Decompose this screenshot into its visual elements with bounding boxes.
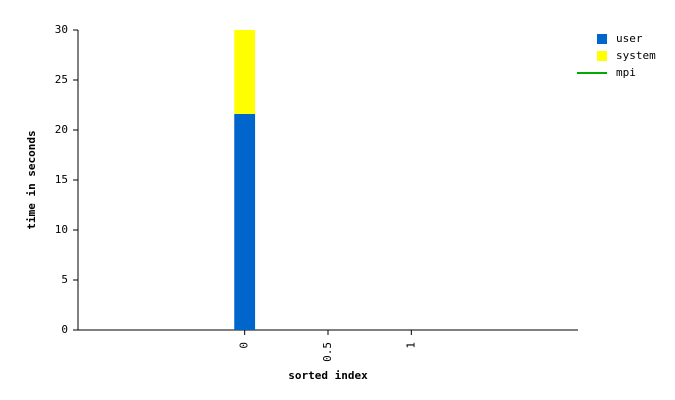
y-tick-label: 0: [61, 323, 68, 336]
y-tick-label: 20: [55, 123, 68, 136]
legend-label: system: [616, 49, 656, 62]
y-tick-label: 15: [55, 173, 68, 186]
x-tick-label: 0: [238, 342, 251, 349]
bar-segment: [234, 30, 256, 114]
legend-swatch: [597, 34, 607, 44]
legend-label: mpi: [616, 66, 636, 79]
y-tick-label: 10: [55, 223, 68, 236]
x-tick-label: 0.5: [321, 342, 334, 362]
legend-label: user: [616, 32, 643, 45]
legend-swatch: [597, 51, 607, 61]
y-tick-label: 25: [55, 73, 68, 86]
bar-segment: [234, 114, 256, 330]
x-tick-label: 1: [404, 342, 417, 349]
y-tick-label: 5: [61, 273, 68, 286]
y-tick-label: 30: [55, 23, 68, 36]
x-axis-label: sorted index: [288, 369, 368, 382]
y-axis-label: time in seconds: [25, 130, 38, 229]
